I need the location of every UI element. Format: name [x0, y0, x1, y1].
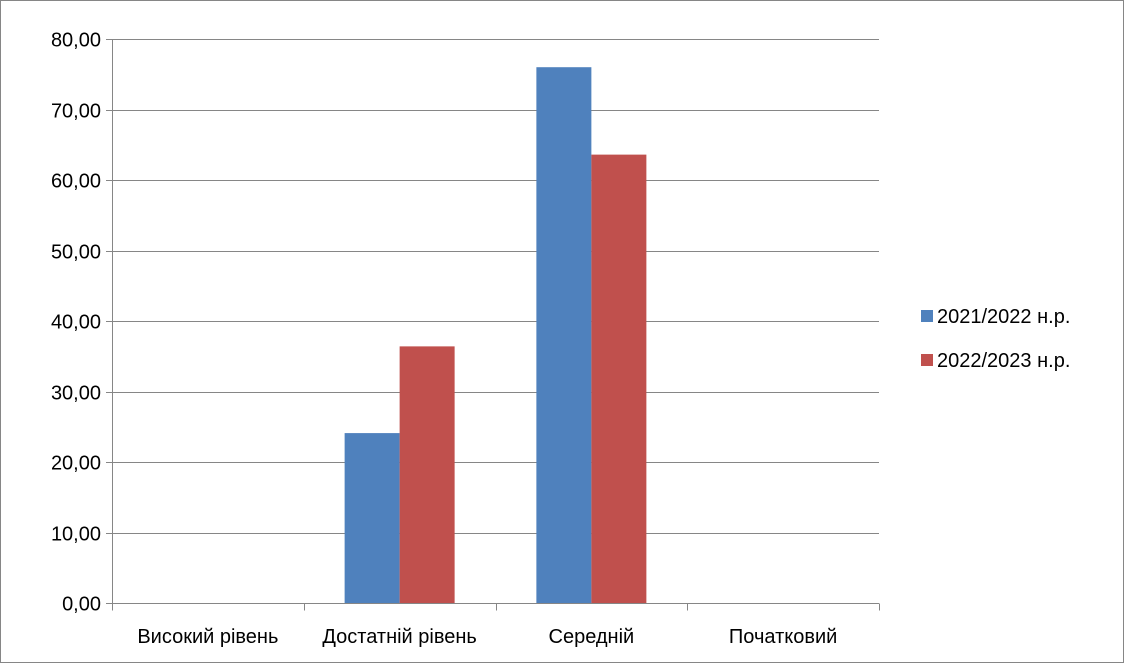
bars — [344, 67, 647, 603]
y-tick-labels: 0,00 10,00 20,00 30,00 40,00 50,00 60,00 70,00 8… — [51, 30, 101, 616]
bar — [399, 346, 455, 603]
bar — [536, 67, 592, 603]
legend-label: 2022/2023 н.р. — [937, 350, 1070, 372]
y-tick-label: 80,00 — [51, 30, 101, 52]
bar — [344, 433, 400, 603]
y-tick-label: 60,00 — [51, 171, 101, 193]
y-tick-label: 70,00 — [51, 101, 101, 123]
x-tick-label: Середній — [549, 626, 635, 648]
axes — [106, 39, 880, 611]
legend: 2021/2022 н.р. 2022/2023 н.р. — [921, 306, 1070, 372]
y-tick-label: 30,00 — [51, 383, 101, 405]
legend-label: 2021/2022 н.р. — [937, 306, 1070, 328]
gridlines — [112, 39, 879, 534]
y-tick-label: 50,00 — [51, 242, 101, 264]
x-tick-label: Початковий — [729, 626, 837, 648]
bar — [591, 154, 647, 603]
y-tick-label: 0,00 — [62, 594, 101, 616]
legend-swatch — [921, 310, 933, 322]
y-tick-label: 20,00 — [51, 453, 101, 475]
y-tick-label: 40,00 — [51, 312, 101, 334]
y-tick-label: 10,00 — [51, 524, 101, 546]
x-tick-labels: Високий рівень Достатній рівень Середній По… — [137, 626, 837, 648]
legend-swatch — [921, 354, 933, 366]
x-tick-label: Достатній рівень — [322, 626, 476, 648]
x-tick-label: Високий рівень — [137, 626, 278, 648]
